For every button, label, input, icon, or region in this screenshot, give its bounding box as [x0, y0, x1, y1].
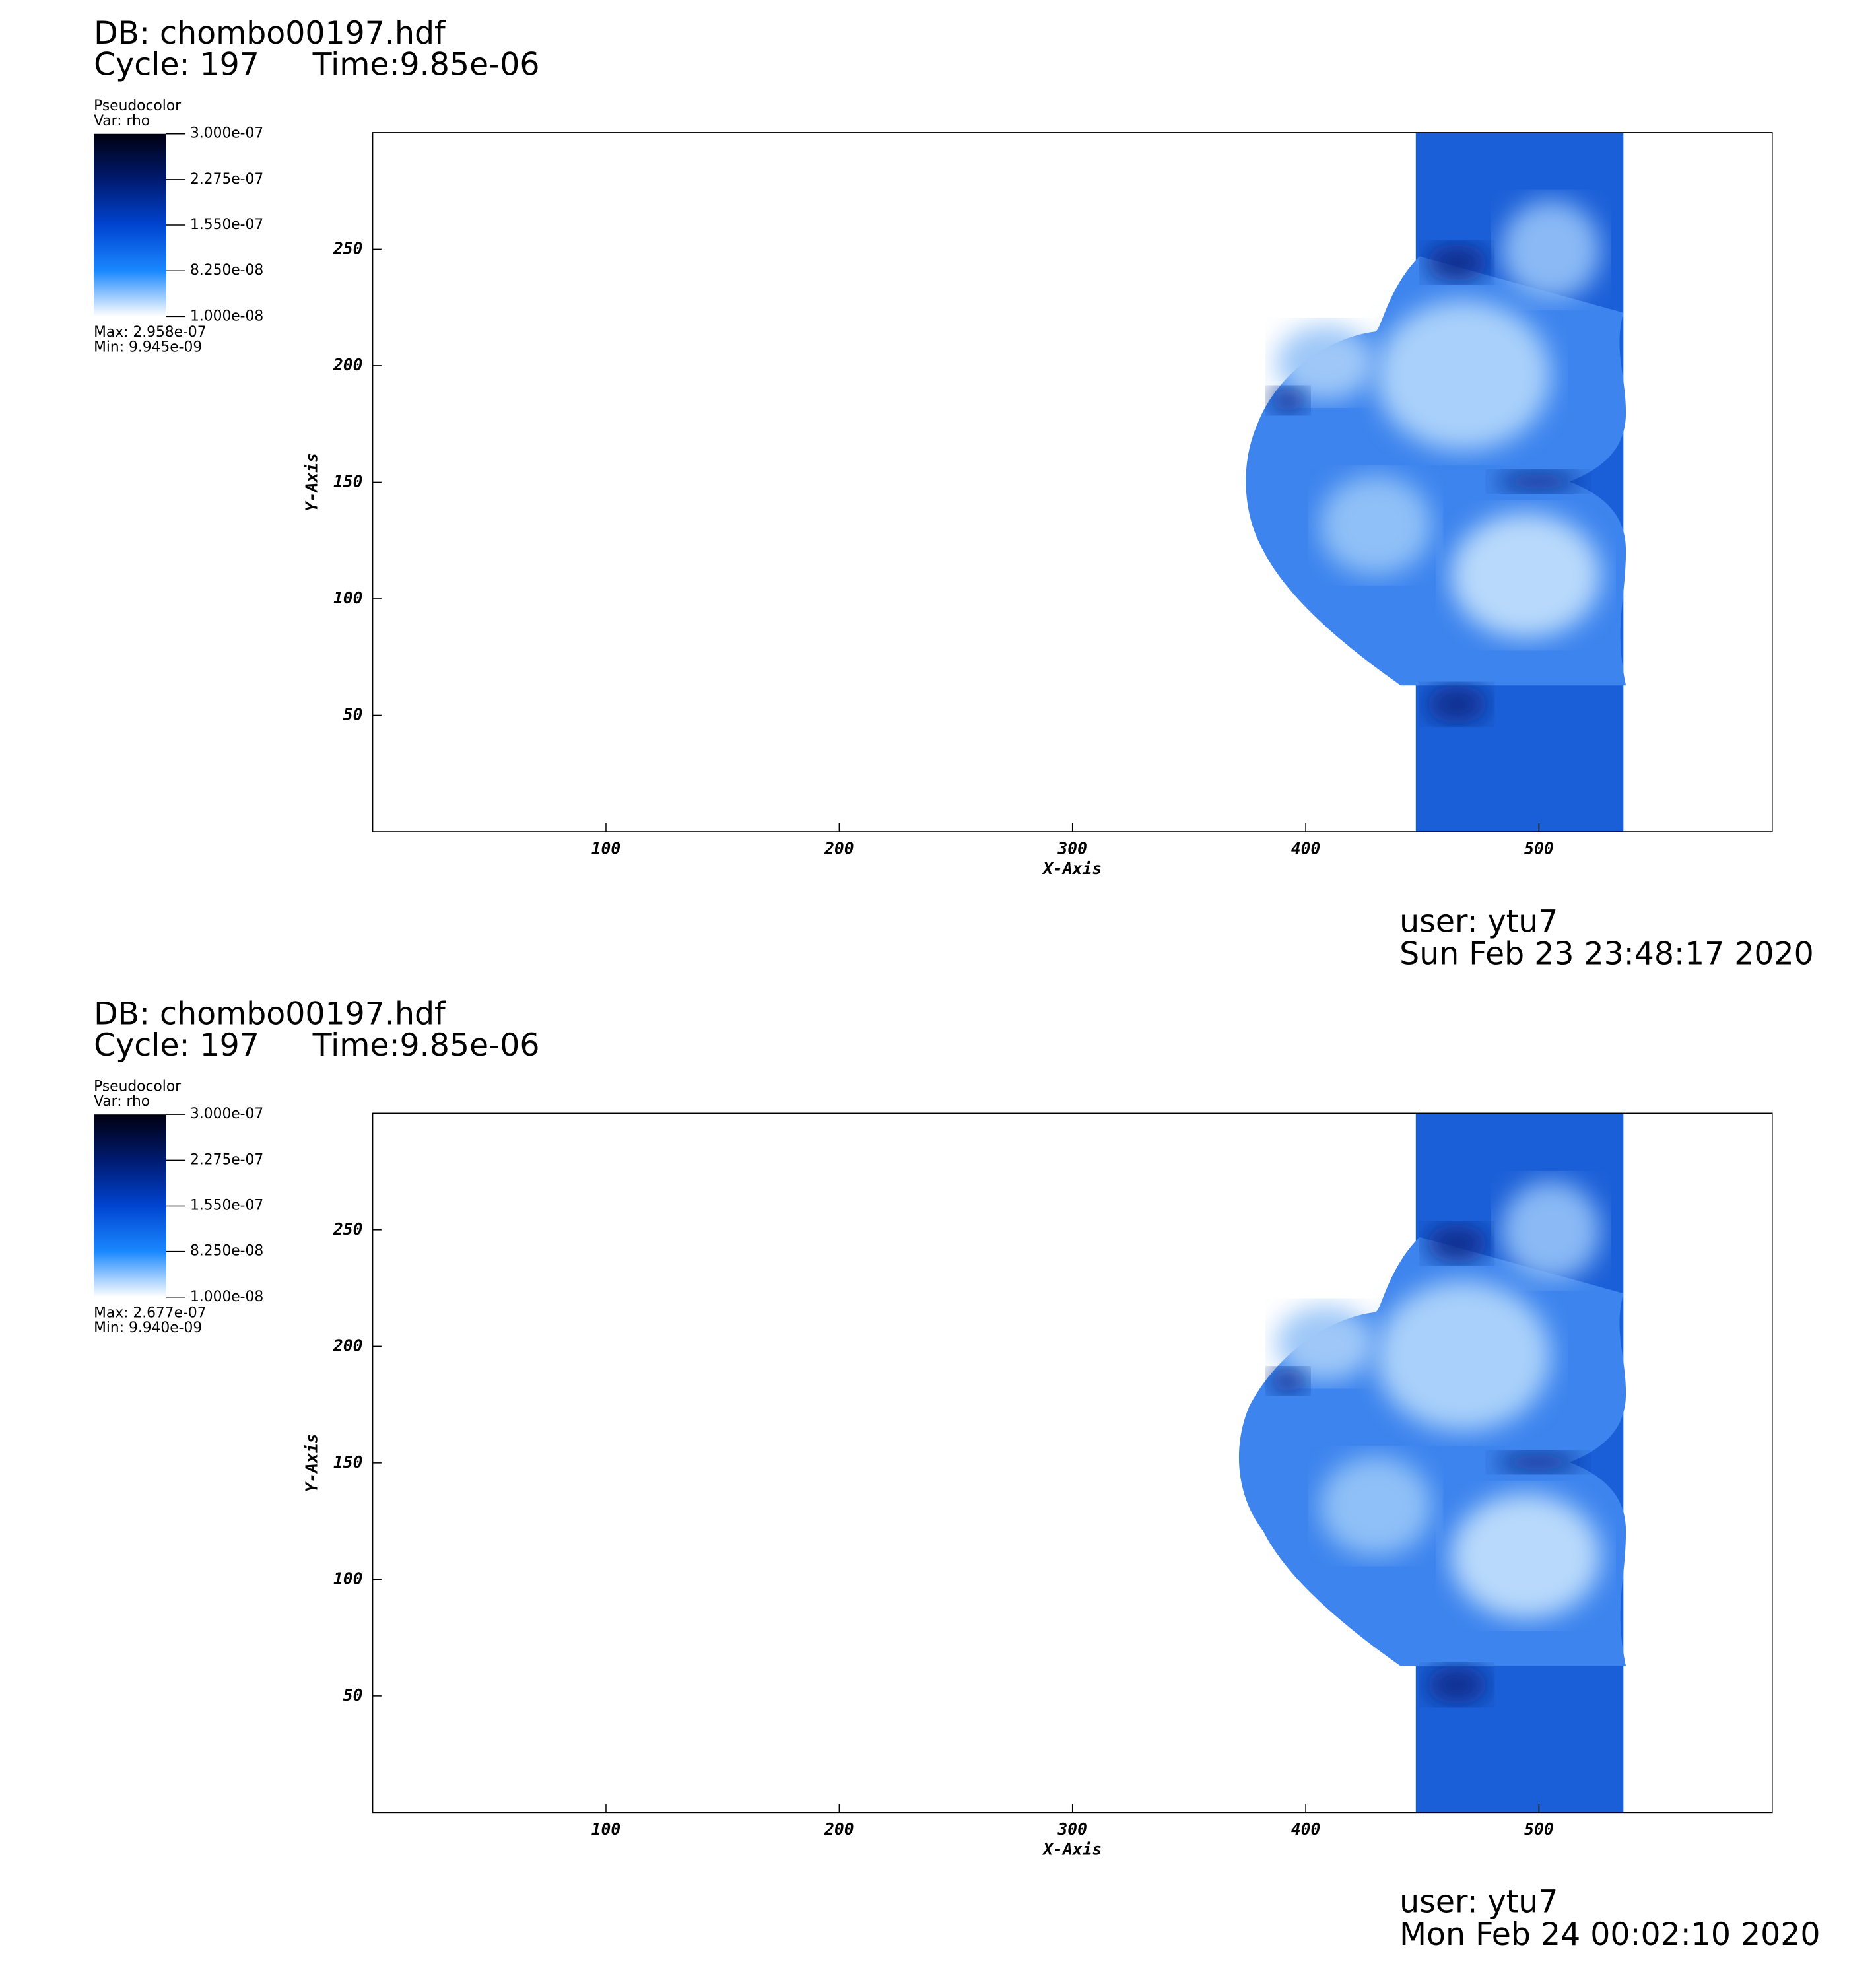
colorbar-tick-label: 2.275e-07 [190, 1151, 263, 1168]
variable-name: Var: rho [94, 113, 150, 129]
colorbar-tick-label: 3.000e-07 [190, 1106, 263, 1122]
y-tick-label: 150 [333, 1452, 362, 1472]
x-tick-label: 400 [1291, 839, 1320, 858]
colorbar-tick-label: 1.550e-07 [190, 217, 263, 233]
y-axis-title: Y-Axis [302, 1433, 321, 1492]
dense-region [1425, 244, 1489, 282]
colorbar-tick-label: 8.250e-08 [190, 1243, 263, 1260]
cycle-label: Cycle: 197 [94, 1027, 259, 1064]
dense-region [1425, 685, 1489, 724]
density-field [1238, 1113, 1626, 1813]
database-label: DB: chombo00197.hdf [94, 996, 446, 1032]
light-region [1376, 300, 1551, 451]
light-region [1275, 325, 1376, 401]
x-tick-label: 100 [591, 839, 620, 858]
x-tick-label: 100 [591, 1819, 620, 1839]
user-label: user: ytu7 [1399, 903, 1558, 939]
min-label: Min: 9.940e-09 [94, 1320, 202, 1336]
colorbar-tick-label: 1.550e-07 [190, 1197, 263, 1213]
dense-region [1425, 1224, 1489, 1262]
min-label: Min: 9.945e-09 [94, 339, 202, 356]
max-label: Max: 2.677e-07 [94, 1305, 207, 1321]
y-tick-label: 100 [333, 1569, 362, 1588]
time-label: Time:9.85e-06 [312, 1027, 540, 1064]
x-axis-title: X-Axis [1042, 859, 1102, 878]
x-tick-label: 200 [824, 839, 854, 858]
colorbar [94, 1114, 166, 1297]
dense-region [1494, 1452, 1582, 1473]
dense-region [1494, 471, 1582, 492]
light-region [1275, 1306, 1376, 1381]
database-label: DB: chombo00197.hdf [94, 15, 446, 51]
x-tick-label: 200 [824, 1819, 854, 1839]
density-field [1246, 132, 1626, 832]
light-region [1376, 1281, 1551, 1431]
user-label: user: ytu7 [1399, 1884, 1558, 1920]
light-region [1319, 475, 1432, 576]
colorbar-tick-label: 3.000e-07 [190, 125, 263, 142]
cycle-label: Cycle: 197 [94, 46, 259, 83]
y-tick-label: 250 [333, 1219, 362, 1239]
time-label: Time:9.85e-06 [312, 46, 540, 83]
dense-region [1425, 1666, 1489, 1704]
plot-name: Pseudocolor [94, 98, 181, 114]
light-region [1500, 200, 1601, 300]
y-tick-label: 50 [343, 1685, 363, 1705]
y-axis-title: Y-Axis [302, 453, 321, 512]
colorbar [94, 133, 166, 317]
dense-region [1269, 388, 1307, 413]
date-label: Sun Feb 23 23:48:17 2020 [1399, 936, 1814, 972]
x-tick-label: 500 [1524, 839, 1553, 858]
x-tick-label: 500 [1524, 1819, 1553, 1839]
colorbar-tick-label: 2.275e-07 [190, 171, 263, 187]
y-tick-label: 50 [343, 704, 363, 724]
x-tick-label: 400 [1291, 1819, 1320, 1839]
x-tick-label: 300 [1057, 1819, 1087, 1839]
light-region [1450, 1493, 1601, 1619]
date-label: Mon Feb 24 00:02:10 2020 [1399, 1917, 1820, 1953]
y-tick-label: 100 [333, 588, 362, 607]
y-tick-label: 200 [333, 1336, 362, 1355]
dense-region [1269, 1368, 1307, 1394]
y-tick-label: 200 [333, 355, 362, 374]
colorbar-tick-label: 8.250e-08 [190, 262, 263, 279]
x-axis-title: X-Axis [1042, 1839, 1102, 1858]
light-region [1500, 1180, 1601, 1281]
light-region [1319, 1456, 1432, 1557]
colorbar-tick-label: 1.000e-08 [190, 1289, 263, 1305]
light-region [1450, 512, 1601, 638]
y-tick-label: 150 [333, 471, 362, 491]
colorbar-tick-label: 1.000e-08 [190, 308, 263, 324]
x-tick-label: 300 [1057, 839, 1087, 858]
variable-name: Var: rho [94, 1093, 150, 1110]
plot-name: Pseudocolor [94, 1078, 181, 1095]
y-tick-label: 250 [333, 238, 362, 257]
max-label: Max: 2.958e-07 [94, 324, 207, 341]
